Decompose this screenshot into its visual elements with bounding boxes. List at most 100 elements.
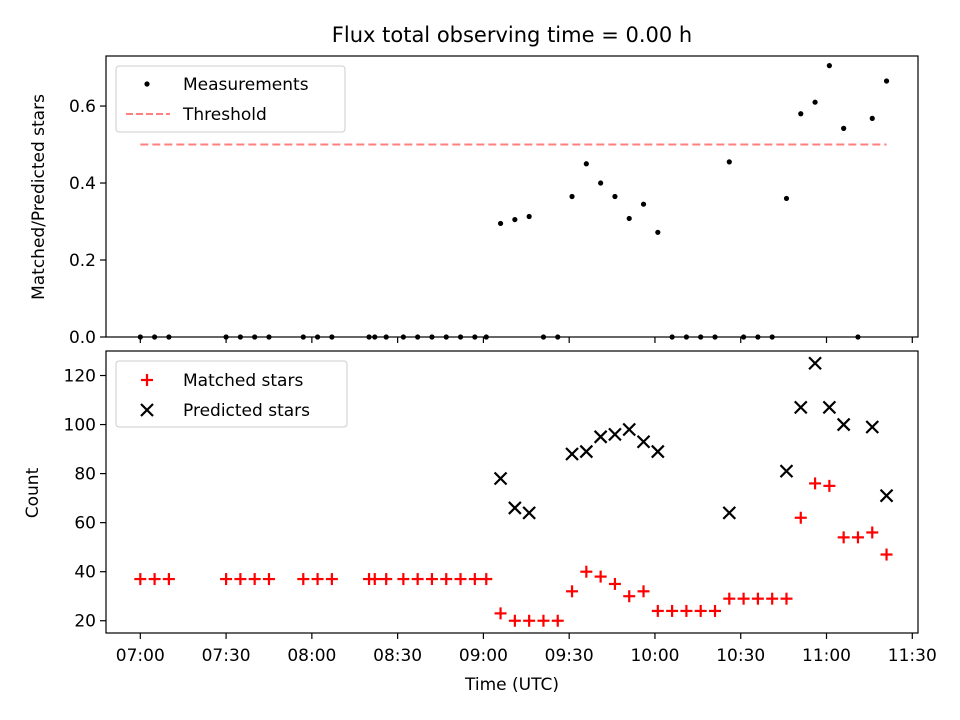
matched-point <box>766 592 779 605</box>
top-panel: 0.0 0.2 0.4 0.6 Matched/Predicted stars Mea… <box>29 55 919 348</box>
matched-point <box>551 614 564 627</box>
measurement-point <box>497 220 504 227</box>
bottom-y-tick-label: 40 <box>74 563 96 583</box>
measurement-point <box>598 180 604 186</box>
predicted-point <box>636 434 651 449</box>
measurement-point <box>569 193 575 200</box>
matched-point <box>623 590 636 603</box>
x-tick-label: 07:30 <box>202 646 251 666</box>
x-axis-label: Time (UTC) <box>464 675 559 695</box>
predicted-point <box>565 447 579 461</box>
matched-point <box>794 511 807 524</box>
matched-point <box>709 604 721 617</box>
measurement-point <box>783 195 790 202</box>
measurement-point <box>626 215 632 222</box>
matched-point <box>723 592 736 605</box>
matched-point <box>880 548 893 561</box>
matched-point <box>666 604 679 617</box>
matched-point <box>297 573 310 586</box>
x-tick-label: 10:30 <box>716 646 765 666</box>
predicted-point <box>651 444 665 459</box>
matched-point <box>837 531 850 544</box>
matched-point <box>508 614 521 627</box>
measurement-point <box>869 115 875 121</box>
matched-point <box>537 614 550 627</box>
bottom-x-axis: 07:00 07:30 08:00 08:30 09:00 09:30 10:00 10:30… <box>116 633 937 666</box>
matched-point <box>480 573 493 586</box>
legend-threshold-label: Threshold <box>182 105 267 125</box>
matched-point <box>737 592 750 605</box>
matched-point <box>866 526 879 539</box>
legend-matched-label: Matched stars <box>183 371 303 391</box>
x-tick-label: 09:00 <box>459 646 508 666</box>
top-y-tick-label: 0.4 <box>69 174 96 194</box>
x-tick-label: 08:30 <box>373 646 422 666</box>
bottom-y-tick-label: 80 <box>74 465 96 485</box>
matched-point <box>780 592 793 605</box>
predicted-point <box>608 427 622 442</box>
predicted-point <box>779 464 794 478</box>
measurement-point <box>883 78 890 84</box>
matched-point <box>134 573 147 586</box>
legend-measurements-label: Measurements <box>183 75 309 95</box>
matched-point <box>311 573 324 586</box>
measurement-point <box>640 201 647 207</box>
matched-point <box>580 565 593 578</box>
bottom-panel: 20 40 60 80 100 120 07:00 07:30 08:00 08:30 09:00… <box>23 350 937 695</box>
matched-point <box>325 573 338 586</box>
bottom-y-tick-label: 120 <box>64 367 96 387</box>
measurement-point <box>798 111 804 117</box>
x-tick-label: 07:00 <box>116 646 165 666</box>
predicted-point <box>622 422 637 437</box>
predicted-point <box>879 488 894 503</box>
matched-point <box>425 573 438 586</box>
bottom-y-tick-label: 60 <box>74 514 96 534</box>
legend-predicted-label: Predicted stars <box>183 401 310 421</box>
predicted-point <box>722 506 737 520</box>
matched-point <box>694 604 707 617</box>
measurement-point <box>512 216 518 223</box>
matched-point <box>566 585 579 598</box>
predicted-point <box>865 420 880 434</box>
bottom-legend: Matched stars Predicted stars <box>115 360 348 428</box>
measurement-point <box>812 99 818 105</box>
legend-predicted-marker <box>140 403 154 417</box>
top-legend: Measurements Threshold <box>115 65 346 133</box>
matched-point <box>608 577 621 590</box>
measurement-point <box>726 159 732 165</box>
matched-point <box>751 592 764 605</box>
bottom-legend-box <box>115 360 348 428</box>
matched-point <box>468 573 481 586</box>
predicted-point <box>822 400 837 415</box>
top-y-axis: 0.0 0.2 0.4 0.6 <box>69 97 106 348</box>
matched-point <box>680 604 693 617</box>
predicted-point <box>508 501 522 515</box>
bottom-y-axis: 20 40 60 80 100 120 <box>64 367 106 632</box>
chart-title: Flux total observing time = 0.00 h <box>332 23 692 47</box>
measurement-point <box>526 213 532 220</box>
top-legend-box <box>115 65 346 133</box>
top-y-tick-label: 0.2 <box>69 251 96 271</box>
matched-point <box>148 573 161 586</box>
measurement-point <box>655 229 661 235</box>
matched-point <box>494 607 507 620</box>
matched-point <box>368 573 381 586</box>
matched-point <box>234 573 247 586</box>
x-tick-label: 08:00 <box>287 646 336 666</box>
matched-point <box>380 573 393 586</box>
bottom-y-tick-label: 20 <box>74 612 96 632</box>
matched-point <box>823 479 836 492</box>
bottom-plot-frame <box>105 350 919 634</box>
measurement-point <box>583 161 589 167</box>
matched-point <box>397 573 410 586</box>
x-tick-label: 11:30 <box>888 646 937 666</box>
predicted-point <box>579 444 594 459</box>
x-tick-label: 11:00 <box>802 646 851 666</box>
matched-point <box>523 614 536 627</box>
predicted-point <box>836 417 851 432</box>
matched-point <box>220 573 233 586</box>
x-tick-label: 10:00 <box>630 646 679 666</box>
x-tick-label: 09:30 <box>545 646 594 666</box>
predicted-point <box>593 430 608 444</box>
top-y-axis-label: Matched/Predicted stars <box>29 94 49 300</box>
